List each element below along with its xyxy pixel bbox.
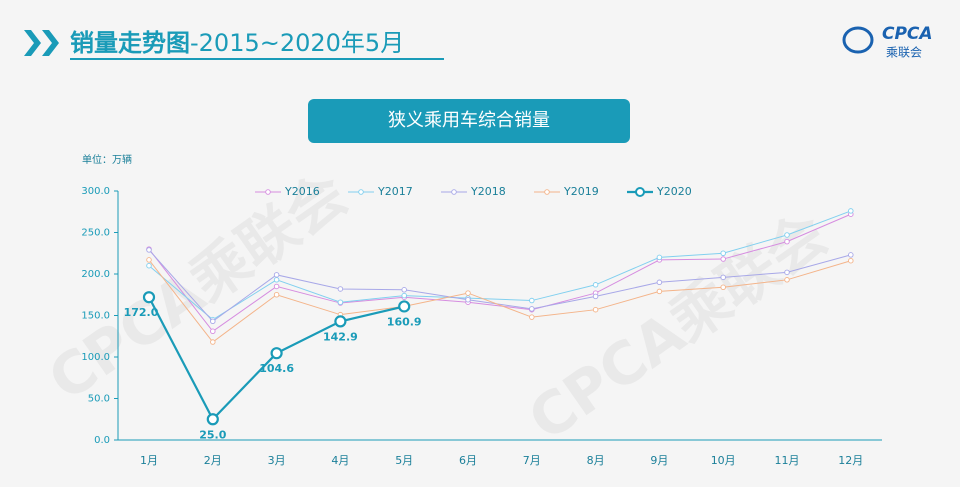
point <box>784 277 790 283</box>
point <box>337 286 344 292</box>
data-label: 104.6 <box>259 362 294 375</box>
series-line <box>148 259 851 343</box>
x-tick-label: 5月 <box>395 454 413 467</box>
y-tick-label: 50.0 <box>88 394 110 405</box>
data-label: 172.0 <box>124 306 159 319</box>
page-title: 销量走势图-2015~2020年5月 <box>70 29 404 57</box>
point <box>273 272 280 278</box>
point <box>398 300 411 313</box>
point <box>142 291 156 304</box>
x-tick-label: 4月 <box>331 454 349 467</box>
point <box>270 347 283 360</box>
point <box>529 306 535 312</box>
point <box>465 296 471 303</box>
point <box>146 257 152 263</box>
point <box>848 257 854 264</box>
legend-label: Y2018 <box>470 185 506 198</box>
point <box>656 279 663 286</box>
logo-mark <box>842 26 874 54</box>
legend-marker <box>358 189 364 195</box>
point <box>784 232 790 238</box>
point <box>592 293 599 300</box>
point <box>206 413 219 426</box>
point <box>784 269 790 276</box>
title-main: 销量走势图 <box>70 29 190 57</box>
y-tick-label: 0.0 <box>94 435 110 446</box>
point <box>720 284 726 291</box>
legend-marker <box>544 189 550 195</box>
point <box>273 292 280 298</box>
point <box>273 277 280 283</box>
point <box>848 252 854 258</box>
point <box>273 283 280 290</box>
point <box>210 339 216 345</box>
point <box>210 318 216 325</box>
x-tick-label: 1月 <box>140 454 158 467</box>
y-tick-label: 250.0 <box>81 228 110 239</box>
logo-text: CPCA <box>882 24 933 44</box>
point <box>146 247 152 253</box>
legend-label: Y2016 <box>284 185 320 198</box>
series-line <box>148 210 851 321</box>
point <box>334 315 347 328</box>
x-tick-label: 8月 <box>587 454 605 467</box>
x-tick-label: 11月 <box>775 454 800 467</box>
point <box>401 292 407 299</box>
x-tick-label: 6月 <box>459 454 477 467</box>
y-tick-label: 150.0 <box>81 311 110 322</box>
x-tick-label: 2月 <box>204 454 222 467</box>
x-tick-label: 3月 <box>268 454 286 467</box>
point <box>720 256 726 262</box>
legend-label: Y2020 <box>656 185 692 198</box>
x-tick-label: 12月 <box>838 454 863 467</box>
series-line <box>148 249 851 322</box>
legend-label: Y2019 <box>563 185 599 198</box>
x-tick-label: 7月 <box>523 454 541 467</box>
x-tick-label: 9月 <box>650 454 668 467</box>
point <box>848 208 854 214</box>
data-label: 25.0 <box>199 428 226 441</box>
point <box>592 282 599 288</box>
point <box>146 262 152 269</box>
logo-sub: 乘联会 <box>886 46 922 60</box>
point <box>656 288 663 295</box>
legend-label: Y2017 <box>377 185 413 198</box>
point <box>401 287 407 293</box>
data-label: 160.9 <box>387 315 422 328</box>
point <box>720 274 726 281</box>
point <box>656 254 663 261</box>
chart-title-box <box>308 99 630 143</box>
legend-marker <box>451 189 457 195</box>
legend-marker <box>635 187 645 197</box>
point <box>529 314 535 320</box>
point <box>720 250 726 256</box>
series-line <box>148 213 851 332</box>
y-tick-label: 100.0 <box>81 352 110 363</box>
y-tick-label: 300.0 <box>81 186 110 197</box>
x-tick-label: 10月 <box>711 454 736 467</box>
legend-marker <box>265 189 271 195</box>
point <box>529 297 535 304</box>
y-tick-label: 200.0 <box>81 269 110 280</box>
point <box>465 290 471 296</box>
unit-label: 单位：万辆 <box>82 153 132 166</box>
point <box>210 328 216 335</box>
chevrons <box>24 30 59 56</box>
data-label: 142.9 <box>323 330 358 343</box>
title-sub: -2015~2020年5月 <box>190 29 404 57</box>
point <box>592 306 599 313</box>
point <box>784 238 790 245</box>
chart-title: 狭义乘用车综合销量 <box>388 110 550 131</box>
point <box>337 299 344 305</box>
